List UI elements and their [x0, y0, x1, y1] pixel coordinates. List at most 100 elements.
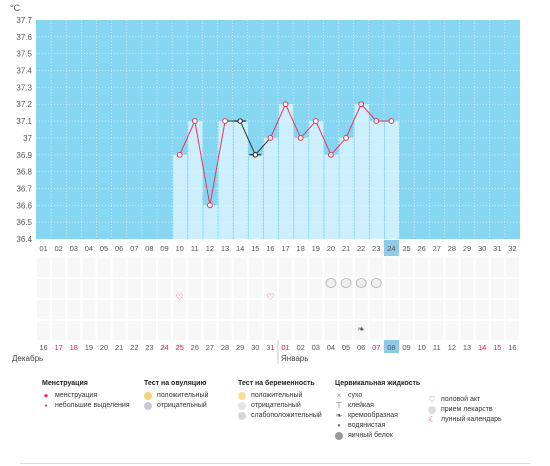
current-day-highlight: [383, 240, 399, 256]
marker-cell: [37, 279, 51, 298]
legend-item: положительный: [238, 391, 322, 401]
marker-cell: [475, 300, 489, 319]
temperature-point: [312, 118, 319, 124]
marker-cell: [233, 279, 247, 298]
marker-cell: [415, 279, 429, 298]
temperature-column: [188, 121, 203, 239]
date-label: 05: [342, 343, 350, 352]
marker-cell: [309, 321, 323, 340]
temperature-column: [309, 121, 324, 239]
creamy-icon: ❧: [335, 411, 343, 420]
marker-cell: [203, 300, 217, 319]
egg-white-icon: [325, 278, 337, 288]
legend-title: Цервикальная жидкость: [335, 380, 421, 387]
marker-cell: [127, 279, 141, 298]
bbt-chart: °C 36.4 36.5 36.6 36.7 36.8 36.9 37 37.1 37.2 37.…: [10, 3, 520, 364]
legend-title: Менструация: [42, 380, 88, 387]
marker-cell: [369, 258, 383, 277]
date-label: 28: [221, 343, 229, 352]
temperature-line-segment: [330, 137, 347, 156]
marker-cell: [460, 258, 474, 277]
marker-cell: [430, 279, 444, 298]
temperature-line-segment: [239, 120, 256, 155]
egg-white-icon: [335, 432, 343, 440]
marker-cell: [445, 300, 459, 319]
weak-positive-icon: [238, 412, 246, 420]
date-label: 25: [176, 343, 184, 352]
x-tick-label: 01: [39, 244, 47, 253]
marker-cell: [203, 279, 217, 298]
marker-cell: [173, 321, 187, 340]
marker-cell: [112, 258, 126, 277]
temperature-column: [233, 121, 248, 239]
marker-cell: [279, 279, 293, 298]
marker-cell: [97, 300, 111, 319]
heart-icon: ♡: [428, 395, 436, 404]
marker-cell: [354, 321, 368, 340]
marker-cell: [142, 279, 156, 298]
x-axis: 01 02 03 04 05 06 07 08 09 10 11 12 13 14 15 16 17 18 19 20…: [39, 244, 516, 253]
date-axis: 16 17 18 19 20 21 22 23 24 25 26 27 28 29 30 31 01 02 03 04…: [12, 340, 517, 364]
temperature-point: [373, 118, 380, 124]
legend-item: ● водянистая: [335, 421, 420, 431]
x-tick-label: 22: [357, 244, 365, 253]
marker-cell: [112, 300, 126, 319]
temperature-point: [297, 135, 304, 141]
marker-cell: [294, 258, 308, 277]
marker-cell: [127, 300, 141, 319]
legend-other: ♡ половой акт прием лекарств ☾ лунный кале…: [428, 395, 502, 425]
date-label: 16: [508, 343, 516, 352]
date-label: 08: [387, 343, 395, 352]
legend-title: Тест на овуляцию: [144, 380, 207, 387]
watery-icon: ●: [337, 423, 341, 429]
marker-cell: [97, 258, 111, 277]
date-label: 12: [448, 343, 456, 352]
marker-cell: [400, 258, 414, 277]
x-tick-label: 10: [176, 244, 184, 253]
heart-icon: ♡: [266, 293, 274, 303]
date-label: 20: [100, 343, 108, 352]
marker-cell: [112, 321, 126, 340]
y-tick-label: 37: [23, 134, 32, 143]
negative-pregnancy-icon: [238, 402, 246, 410]
dry-icon: ×: [336, 391, 342, 400]
temperature-line-segment: [254, 137, 271, 156]
x-tick-label: 17: [281, 244, 289, 253]
date-label: 23: [145, 343, 153, 352]
marker-cell: [52, 321, 66, 340]
date-label: 11: [433, 343, 441, 352]
x-tick-label: 21: [342, 244, 350, 253]
x-tick-label: 09: [160, 244, 168, 253]
marker-cell: [218, 258, 232, 277]
marker-cell: [173, 258, 187, 277]
temperature-point: [388, 118, 395, 124]
marker-cell: [460, 321, 474, 340]
legend-title: Тест на беременность: [238, 380, 315, 387]
small-drop-icon: ●: [44, 403, 48, 409]
x-tick-label: 05: [100, 244, 108, 253]
date-label: 29: [236, 343, 244, 352]
marker-cell: [67, 300, 81, 319]
marker-cell: [475, 258, 489, 277]
marker-cell: [158, 321, 172, 340]
marker-cell: [233, 300, 247, 319]
marker-cell: [173, 279, 187, 298]
marker-cell: [52, 258, 66, 277]
marker-cell: [127, 258, 141, 277]
x-tick-label: 03: [70, 244, 78, 253]
marker-cell: [173, 300, 187, 319]
y-tick-label: 37.2: [16, 100, 32, 109]
marker-cell: [505, 258, 519, 277]
date-label: 10: [418, 343, 426, 352]
temperature-line-segment: [285, 104, 302, 139]
temperature-point: [328, 151, 334, 158]
marker-cell: [218, 300, 232, 319]
date-label: 07: [372, 343, 380, 352]
marker-cell: [279, 258, 293, 277]
date-label: 31: [266, 343, 274, 352]
x-tick-label: 11: [191, 244, 199, 253]
x-tick-label: 27: [433, 244, 441, 253]
marker-cell: [142, 300, 156, 319]
y-tick-label: 37.3: [16, 83, 32, 92]
date-label: 21: [115, 343, 123, 352]
